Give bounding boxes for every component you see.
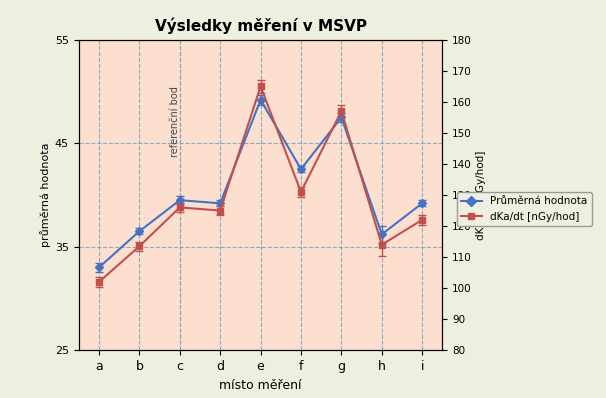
Legend: Průměrná hodnota, dKa/dt [nGy/hod]: Průměrná hodnota, dKa/dt [nGy/hod] — [457, 192, 591, 226]
Text: referenční bod: referenční bod — [170, 86, 180, 157]
Y-axis label: průměrná hodnota: průměrná hodnota — [40, 143, 51, 247]
X-axis label: místo měření: místo měření — [219, 378, 302, 392]
Title: Výsledky měření v MSVP: Výsledky měření v MSVP — [155, 18, 367, 35]
Y-axis label: dKa/dt [nGy/hod]: dKa/dt [nGy/hod] — [476, 150, 486, 240]
